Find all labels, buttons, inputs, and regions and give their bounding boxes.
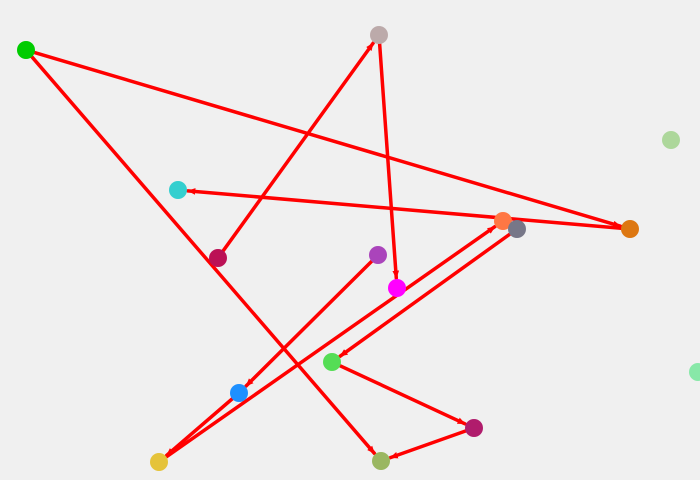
node-n14[interactable] <box>465 419 483 437</box>
node-n15[interactable] <box>150 453 168 471</box>
node-n8[interactable] <box>388 279 406 297</box>
node-n9[interactable] <box>494 212 512 230</box>
edge-n15-to-n9 <box>164 224 497 459</box>
node-n3[interactable] <box>662 131 680 149</box>
node-n10[interactable] <box>508 220 526 238</box>
edge-n6-to-n2 <box>221 41 375 253</box>
node-n13[interactable] <box>230 384 248 402</box>
node-n7[interactable] <box>369 246 387 264</box>
edge-n1-to-n16 <box>30 55 377 456</box>
edge-n14-to-n16 <box>388 429 468 460</box>
node-n5[interactable] <box>621 220 639 238</box>
edge-n1-to-n5 <box>32 50 623 228</box>
edge-n10-to-n11 <box>338 232 512 358</box>
edge-n11-to-n14 <box>338 364 467 426</box>
node-n12[interactable] <box>689 363 700 381</box>
edges-layer <box>30 41 623 460</box>
node-n4[interactable] <box>169 181 187 199</box>
edge-n2-to-n8 <box>377 42 400 280</box>
edge-n7-to-n13 <box>244 259 374 388</box>
node-n11[interactable] <box>323 353 341 371</box>
edge-n13-to-n15 <box>164 397 234 458</box>
node-n2[interactable] <box>370 26 388 44</box>
node-n1[interactable] <box>17 41 35 59</box>
edge-n5-to-n4 <box>186 188 623 230</box>
node-n16[interactable] <box>372 452 390 470</box>
nodes-layer <box>17 26 700 471</box>
node-n6[interactable] <box>209 249 227 267</box>
